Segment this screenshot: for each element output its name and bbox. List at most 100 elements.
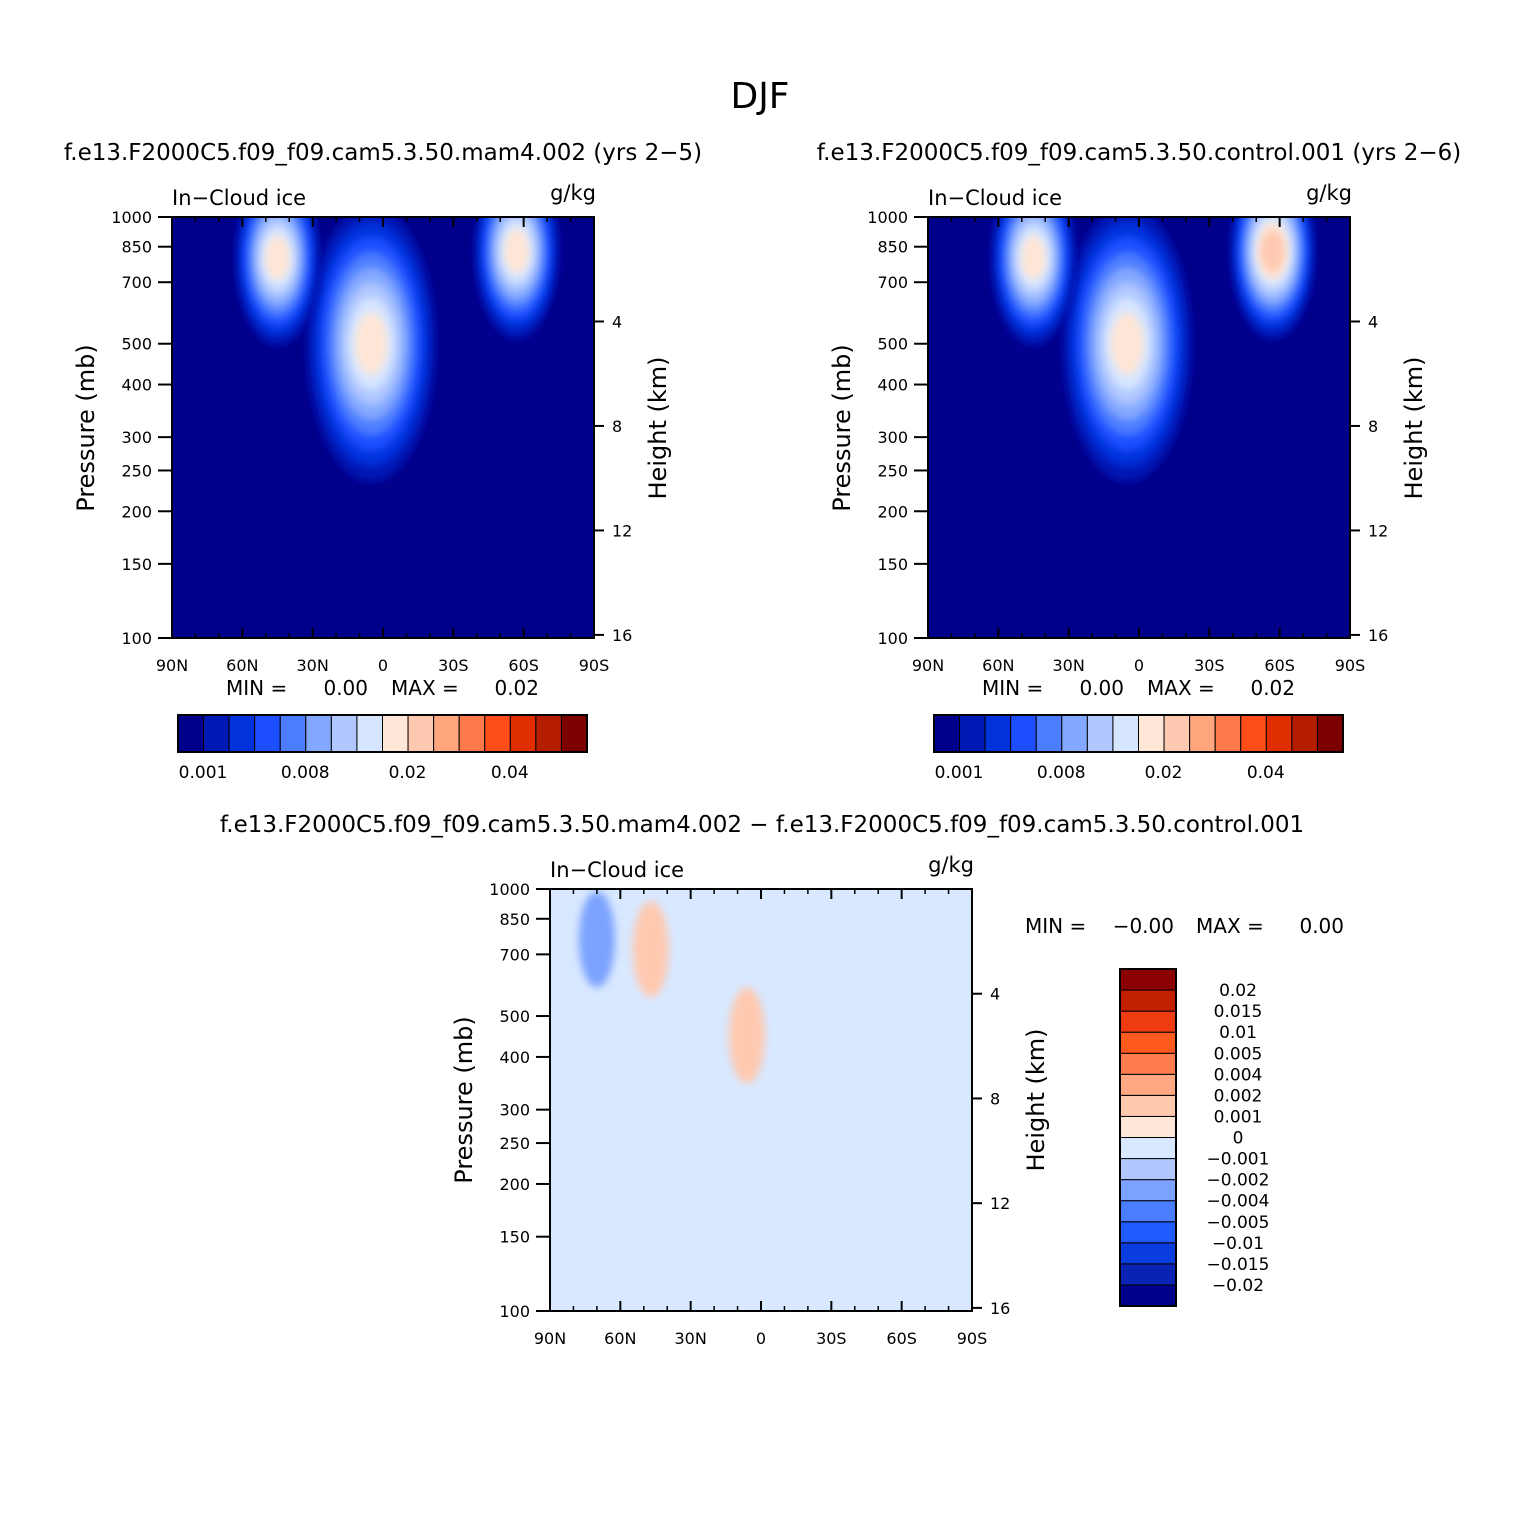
- colorbar-box: [1119, 1137, 1177, 1160]
- y-tick-label: 250: [499, 1134, 530, 1153]
- panel-3-min-label: MIN =: [1025, 914, 1086, 938]
- y-tick-label: 400: [877, 376, 908, 395]
- panel-3-ylabel: Pressure (mb): [450, 1016, 478, 1183]
- colorbar-box: [1119, 1200, 1177, 1223]
- colorbar-tick-label: −0.005: [1207, 1213, 1270, 1233]
- colorbar-box: [228, 714, 256, 753]
- y-tick-label: 400: [499, 1048, 530, 1067]
- colorbar-tick-label: 0.001: [935, 763, 984, 783]
- panel-2-units: g/kg: [1306, 181, 1352, 205]
- x-tick-label: 60N: [604, 1329, 636, 1348]
- colorbar-tick-label: 0.005: [1214, 1044, 1263, 1064]
- y-tick-label: 150: [877, 555, 908, 574]
- x-tick-label: 90S: [1335, 656, 1366, 675]
- x-tick-label: 30S: [816, 1329, 847, 1348]
- y-tick-label: 850: [877, 238, 908, 257]
- colorbar-box: [1010, 714, 1037, 753]
- y-tick-label: 500: [499, 1007, 530, 1026]
- colorbar-box: [560, 714, 588, 753]
- colorbar-box: [1086, 714, 1114, 753]
- colorbar-box: [1061, 714, 1088, 753]
- panel-2-heatmap: [928, 217, 1350, 638]
- colorbar-box: [1189, 714, 1216, 753]
- x-tick-label: 0: [378, 656, 388, 675]
- colorbar-tick-label: 0.015: [1214, 1002, 1263, 1022]
- colorbar-box: [1119, 1242, 1177, 1265]
- colorbar-box: [458, 714, 486, 753]
- panel-3-heatmap: [550, 889, 972, 1311]
- colorbar-tick-label: 0: [1233, 1129, 1244, 1149]
- colorbar-tick-label: −0.02: [1212, 1276, 1264, 1296]
- y-tick-label: 150: [121, 555, 152, 574]
- y-right-tick-label: 4: [1368, 312, 1378, 331]
- panel-3-background: [550, 889, 972, 1311]
- colorbar-tick-label: 0.008: [281, 763, 330, 783]
- contour-region: [1110, 312, 1144, 375]
- y-right-tick-label: 8: [990, 1089, 1000, 1108]
- panel-1-subtitle: f.e13.F2000C5.f09_f09.cam5.3.50.mam4.002…: [64, 140, 702, 166]
- contour-region: [1260, 230, 1285, 272]
- panel-1-contours: [235, 217, 559, 482]
- x-tick-label: 90N: [534, 1329, 566, 1348]
- colorbar-box: [1112, 714, 1139, 753]
- y-tick-label: 500: [121, 335, 152, 354]
- x-tick-label: 60N: [226, 656, 258, 675]
- contour-region: [354, 312, 388, 375]
- panel-1-heatmap: [172, 217, 594, 638]
- colorbar-box: [279, 714, 307, 753]
- colorbar-tick-label: 0.002: [1214, 1086, 1263, 1106]
- y-right-tick-label: 4: [990, 985, 1000, 1004]
- panel-2-max-value: 0.02: [1250, 676, 1295, 700]
- contour-region: [578, 891, 615, 988]
- panel-2-ylabel-right: Height (km): [1400, 357, 1428, 500]
- colorbar-box: [254, 714, 281, 753]
- colorbar-box: [1119, 1158, 1177, 1181]
- x-tick-label: 60S: [1264, 656, 1295, 675]
- x-tick-label: 0: [1134, 656, 1144, 675]
- y-right-tick-label: 16: [612, 626, 632, 645]
- panel-2-ylabel: Pressure (mb): [828, 344, 856, 511]
- panel-3-contours: [578, 891, 765, 1084]
- y-tick-label: 200: [499, 1175, 530, 1194]
- contour-region: [632, 901, 669, 998]
- y-tick-label: 250: [121, 461, 152, 480]
- y-tick-label: 150: [499, 1228, 530, 1247]
- y-tick-label: 1000: [867, 208, 908, 227]
- colorbar-tick-label: 0.01: [1219, 1023, 1257, 1043]
- y-right-tick-label: 16: [1368, 626, 1388, 645]
- colorbar-box: [1163, 714, 1191, 753]
- x-tick-label: 30N: [1053, 656, 1085, 675]
- colorbar-box: [1119, 1010, 1177, 1033]
- colorbar-box: [330, 714, 358, 753]
- panel-1-min-label: MIN =: [226, 676, 287, 700]
- colorbar-tick-label: −0.002: [1207, 1171, 1270, 1191]
- contour-region: [728, 987, 765, 1084]
- contour-region: [504, 228, 529, 274]
- y-tick-label: 250: [877, 461, 908, 480]
- panel-3-max-label: MAX =: [1196, 914, 1264, 938]
- colorbar-box: [407, 714, 435, 753]
- y-tick-label: 850: [121, 238, 152, 257]
- colorbar-box: [305, 714, 332, 753]
- y-right-tick-label: 4: [612, 312, 622, 331]
- panel-1-min-value: 0.00: [323, 676, 368, 700]
- panel-1-variable-label: In−Cloud ice: [172, 186, 306, 210]
- colorbar-box: [1119, 968, 1177, 991]
- colorbar-box: [1214, 714, 1242, 753]
- x-tick-label: 30S: [1194, 656, 1225, 675]
- colorbar-tick-label: 0.004: [1214, 1065, 1263, 1085]
- colorbar-box: [1138, 714, 1165, 753]
- y-tick-label: 200: [877, 502, 908, 521]
- y-right-tick-label: 12: [612, 521, 632, 540]
- colorbar-tick-label: −0.015: [1207, 1255, 1270, 1275]
- colorbar-tick-label: −0.01: [1212, 1234, 1264, 1254]
- contour-region: [265, 235, 290, 280]
- colorbar-frame: [1119, 968, 1177, 1307]
- colorbar-frame: [933, 714, 1344, 753]
- colorbar-box: [1291, 714, 1318, 753]
- x-tick-label: 60N: [982, 656, 1014, 675]
- panel-1-ylabel-right: Height (km): [644, 357, 672, 500]
- panel-2-colorbar: 0.001 0.008 0.02 0.04: [933, 714, 1344, 783]
- y-tick-label: 100: [121, 629, 152, 648]
- panel-2-contours: [991, 217, 1315, 482]
